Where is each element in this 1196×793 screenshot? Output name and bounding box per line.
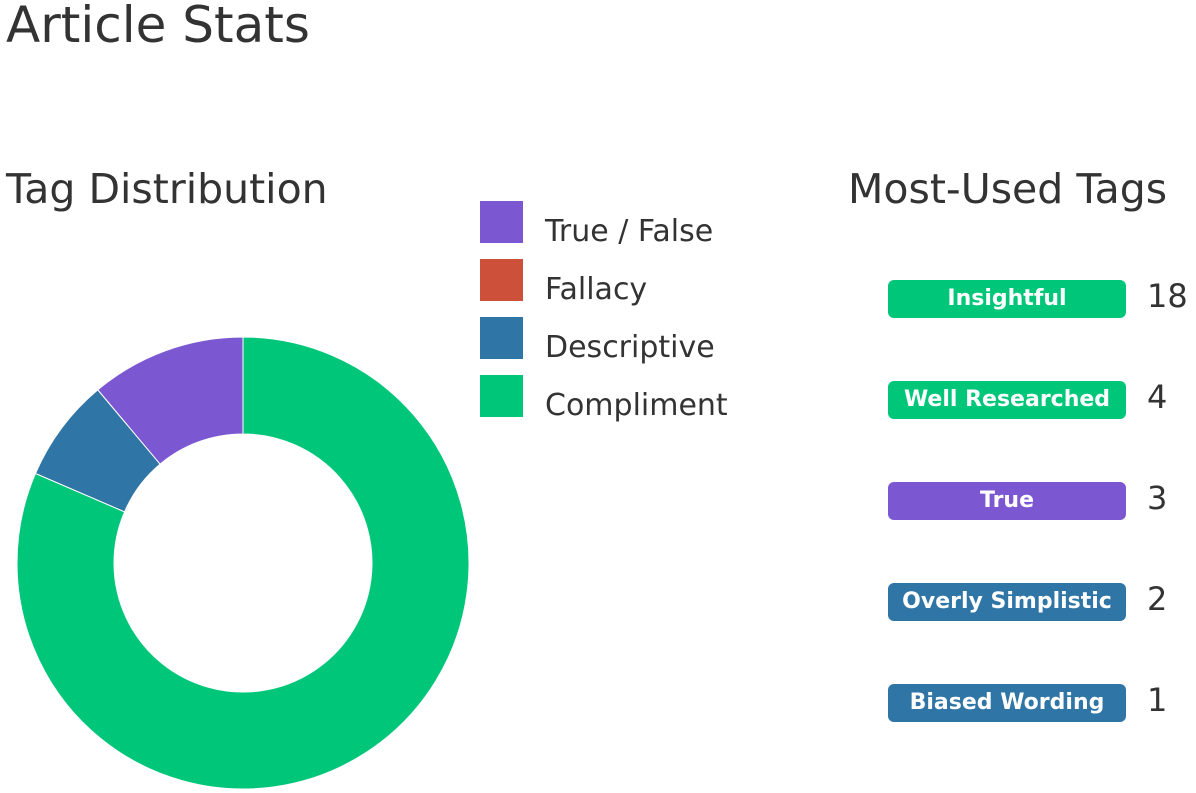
legend-swatch <box>480 317 523 359</box>
tag-row-biased-wording: Biased Wording 1 <box>888 681 1196 724</box>
tag-row-insightful: Insightful 18 <box>888 277 1196 320</box>
tag-count: 18 <box>1147 277 1188 315</box>
tag-row-true: True 3 <box>888 479 1196 522</box>
tag-distribution-donut-chart <box>16 336 470 790</box>
tag-distribution-title: Tag Distribution <box>6 165 328 213</box>
tag-pill[interactable]: True <box>888 482 1126 520</box>
tag-count: 1 <box>1147 681 1168 719</box>
tag-pill[interactable]: Well Researched <box>888 381 1126 419</box>
donut-slice-compliment <box>16 336 470 790</box>
tag-row-well-researched: Well Researched 4 <box>888 378 1196 421</box>
tag-pill[interactable]: Biased Wording <box>888 684 1126 722</box>
tag-count: 3 <box>1147 479 1168 517</box>
tag-pill[interactable]: Insightful <box>888 280 1126 318</box>
legend-swatch <box>480 201 523 243</box>
tag-row-overly-simplistic: Overly Simplistic 2 <box>888 580 1196 623</box>
legend-label: Descriptive <box>545 330 715 365</box>
tag-pill[interactable]: Overly Simplistic <box>888 583 1126 621</box>
legend-label: Compliment <box>545 388 728 423</box>
legend-swatch <box>480 375 523 417</box>
most-used-tags-title: Most-Used Tags <box>848 165 1168 213</box>
page-title: Article Stats <box>6 0 310 54</box>
tag-count: 4 <box>1147 378 1168 416</box>
tag-count: 2 <box>1147 580 1168 618</box>
legend-label: Fallacy <box>545 272 648 307</box>
legend-label: True / False <box>545 214 714 249</box>
legend-swatch <box>480 259 523 301</box>
